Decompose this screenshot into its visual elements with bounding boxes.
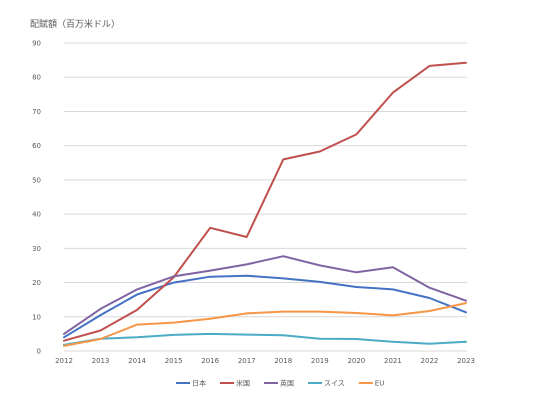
x-tick-label: 2019 (311, 357, 329, 365)
legend-label: 米国 (236, 379, 250, 388)
series-line-0 (63, 274, 467, 339)
legend-item: 米国 (220, 379, 250, 388)
legend: 日本 米国 英国 スイス EU (176, 379, 384, 388)
series-line-1 (63, 61, 467, 342)
x-tick-label: 2017 (238, 357, 256, 365)
gridlines (64, 42, 467, 352)
y-tick-label: 50 (32, 176, 41, 184)
legend-label: スイス (324, 380, 345, 388)
x-tick-label: 2020 (347, 357, 365, 365)
x-tick-label: 2021 (384, 357, 402, 365)
y-tick-label: 30 (32, 245, 41, 253)
series-line-4 (63, 302, 467, 347)
legend-item: 日本 (176, 379, 206, 388)
series-line-2 (63, 255, 467, 335)
legend-label: 英国 (280, 379, 294, 388)
legend-item: EU (358, 380, 385, 388)
y-tick-label: 60 (32, 142, 41, 150)
series-line-3 (63, 332, 467, 346)
x-tick-labels: 2012 2013 2014 2015 2016 2017 2018 2019 2020 2021… (55, 357, 475, 365)
y-tick-label: 90 (32, 40, 41, 48)
y-tick-label: 80 (32, 74, 41, 82)
legend-label: 日本 (192, 379, 206, 388)
x-tick-label: 2023 (457, 357, 475, 365)
legend-item: スイス (308, 380, 345, 388)
x-tick-label: 2018 (274, 357, 292, 365)
y-tick-label: 70 (32, 108, 41, 116)
y-tick-label: 20 (32, 279, 41, 287)
x-tick-label: 2012 (55, 357, 73, 365)
legend-item: 英国 (264, 379, 294, 388)
x-tick-label: 2016 (201, 357, 219, 365)
x-tick-label: 2022 (421, 357, 439, 365)
y-tick-label: 0 (37, 348, 41, 356)
y-axis-label: 配賦額（百万米ドル） (30, 18, 120, 30)
y-tick-label: 40 (32, 211, 41, 219)
x-tick-label: 2014 (128, 357, 146, 365)
data-series (63, 61, 467, 347)
legend-label: EU (375, 380, 385, 388)
y-tick-labels: 0 10 20 30 40 50 60 70 80 90 (32, 40, 41, 356)
x-tick-label: 2015 (165, 357, 183, 365)
y-tick-label: 10 (32, 313, 41, 321)
x-tick-label: 2013 (92, 357, 110, 365)
